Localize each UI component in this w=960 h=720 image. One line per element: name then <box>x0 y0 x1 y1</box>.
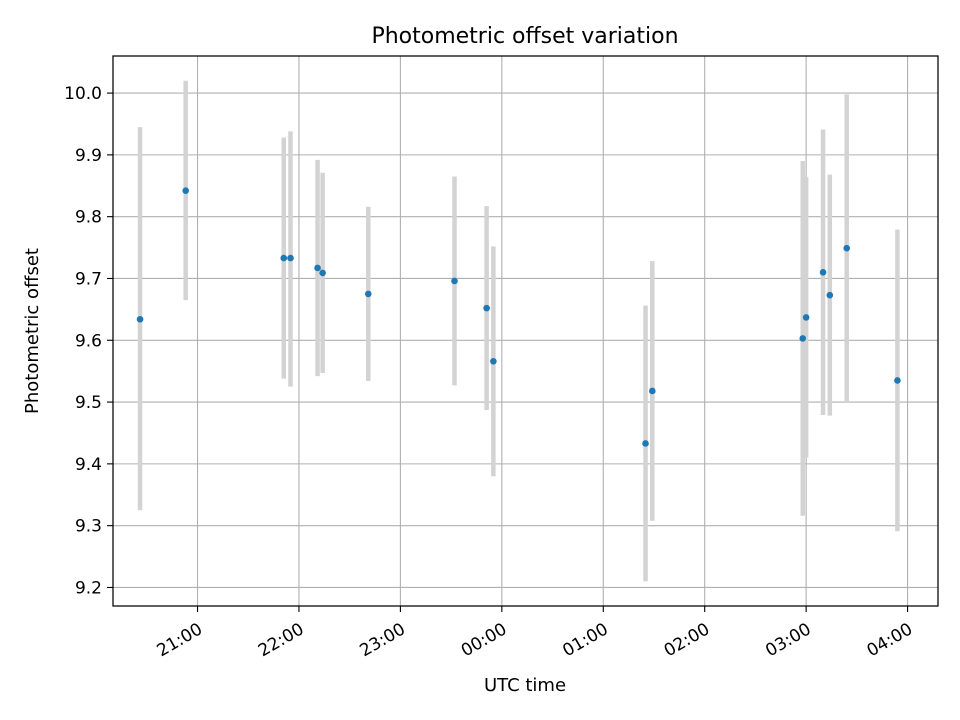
y-tick-label: 9.5 <box>75 393 102 413</box>
data-point <box>182 187 189 195</box>
y-axis-label: Photometric offset <box>22 248 43 414</box>
data-point <box>843 244 851 252</box>
y-tick-label: 9.9 <box>75 146 102 166</box>
data-point <box>287 254 294 262</box>
data-point <box>319 269 326 277</box>
data-point <box>826 291 834 299</box>
y-tick-label: 9.4 <box>75 455 102 475</box>
data-point <box>642 440 649 447</box>
data-points <box>136 187 901 447</box>
data-point <box>490 357 497 365</box>
y-tick-label: 9.8 <box>75 208 102 228</box>
y-tick-label: 9.7 <box>75 269 102 289</box>
y-axis-ticks: 9.2 9.3 9.4 9.5 9.6 9.7 9.8 9.9 10.0 <box>64 84 113 598</box>
data-point <box>648 387 656 395</box>
x-axis-label: UTC time <box>484 675 566 696</box>
data-point <box>451 277 458 285</box>
data-point <box>483 304 490 312</box>
data-point <box>894 377 901 384</box>
y-tick-label: 9.6 <box>75 331 102 351</box>
data-point <box>364 290 372 298</box>
chart-title: Photometric offset variation <box>371 24 678 49</box>
y-tick-label: 9.3 <box>75 517 102 537</box>
data-point <box>314 264 321 272</box>
y-tick-label: 9.2 <box>75 578 102 598</box>
data-point <box>799 335 807 342</box>
plot-frame <box>112 55 939 607</box>
data-point <box>802 314 810 321</box>
data-point <box>819 268 827 276</box>
data-point <box>136 315 144 323</box>
y-tick-label: 10.0 <box>64 84 102 104</box>
data-point <box>280 254 288 262</box>
